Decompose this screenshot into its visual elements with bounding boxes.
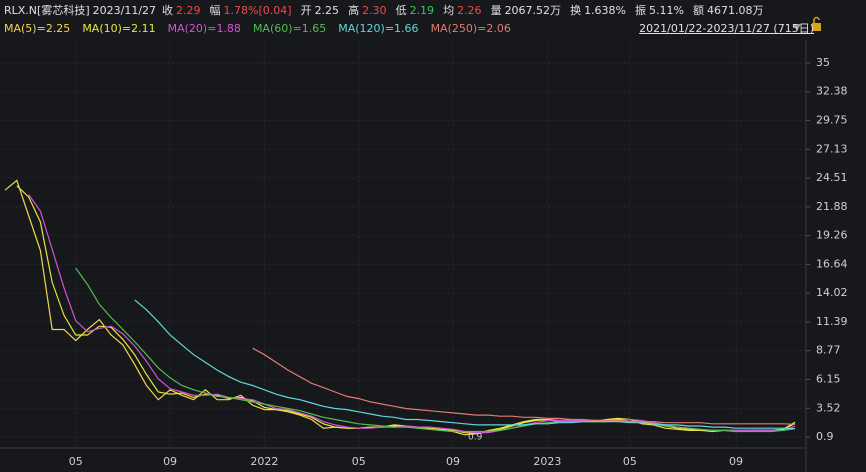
- y-tick-label: 14.02: [816, 286, 848, 299]
- ma-line: [134, 299, 796, 430]
- ma-line: [28, 194, 796, 434]
- quote-field: 振 5.11%: [635, 4, 687, 17]
- y-tick-label: 16.64: [816, 257, 848, 270]
- field-label: 低: [395, 4, 407, 17]
- quote-header: RLX.N[雾芯科技] 2023/11/27 收 2.29 幅 1.78%[0.04] 开 2…: [4, 2, 772, 20]
- field-value: 2.29: [176, 4, 201, 17]
- lock-icon[interactable]: [812, 16, 821, 32]
- quote-field: 低 2.19: [396, 4, 438, 17]
- lock-shackle: [813, 16, 820, 23]
- y-tick-label: 27.13: [816, 142, 848, 155]
- quote-field: 量 2067.52万: [491, 4, 565, 17]
- y-tick-label: 21.88: [816, 200, 848, 213]
- x-tick-label: 05: [623, 455, 637, 468]
- quote-field: 开 2.25: [301, 4, 343, 17]
- y-tick-label: 24.51: [816, 171, 848, 184]
- field-value: 2.26: [457, 4, 482, 17]
- field-label: 幅: [209, 4, 221, 17]
- y-tick-label: 35: [816, 56, 830, 69]
- field-value: 5.11%: [649, 4, 684, 17]
- quote-date: 2023/11/27: [92, 4, 157, 17]
- lock-body: [812, 23, 821, 31]
- x-tick-label: 2023: [533, 455, 561, 468]
- field-value: 1.638%: [584, 4, 627, 17]
- legend-entry: MA(5)=2.25: [4, 22, 71, 35]
- x-tick-label: 09: [163, 455, 177, 468]
- field-label: 量: [490, 4, 502, 17]
- legend-entry: MA(120)=1.66: [338, 22, 419, 35]
- field-label: 振: [635, 4, 647, 17]
- field-value: 2.19: [409, 4, 435, 17]
- field-label: 高: [348, 4, 360, 17]
- x-tick-label: 09: [446, 455, 460, 468]
- x-tick-label: 05: [69, 455, 83, 468]
- ma-line: [75, 267, 796, 433]
- field-value: 2.25: [314, 4, 340, 17]
- y-tick-label: 6.15: [816, 372, 841, 385]
- y-tick-label: 29.75: [816, 114, 848, 127]
- y-tick-label: 11.39: [816, 315, 848, 328]
- field-value: 1.78%[0.04]: [223, 4, 292, 17]
- y-tick-label: 8.77: [816, 344, 841, 357]
- low-label: 0.9: [468, 433, 483, 443]
- legend-entry: MA(10)=2.11: [82, 22, 156, 35]
- symbol: RLX.N[雾芯科技]: [4, 4, 90, 17]
- quote-field: 额 4671.08万: [693, 4, 767, 17]
- quote-field: 幅 1.78%[0.04]: [210, 4, 295, 17]
- x-tick-label: 09: [729, 455, 743, 468]
- ma-line: [16, 185, 796, 435]
- x-tick-label: 2022: [250, 455, 278, 468]
- y-tick-label: 19.26: [816, 229, 848, 242]
- legend-entry: MA(250)=2.06: [430, 22, 511, 35]
- ma-line: [252, 347, 796, 425]
- ma-line: [4, 179, 796, 436]
- x-tick-label: 05: [352, 455, 366, 468]
- quote-field: 收 2.29: [162, 4, 204, 17]
- date-range[interactable]: 2021/01/22-2023/11/27 (715日): [639, 22, 814, 35]
- field-value: 4671.08万: [706, 4, 764, 17]
- field-label: 开: [300, 4, 312, 17]
- y-tick-label: 3.52: [816, 401, 841, 414]
- field-label: 额: [692, 4, 704, 17]
- legend-entry: MA(20)=1.88: [167, 22, 241, 35]
- quote-field: 高 2.30: [348, 4, 390, 17]
- field-value: 2.30: [362, 4, 387, 17]
- y-tick-label: 32.38: [816, 85, 848, 98]
- y-tick-label: 0.9: [816, 430, 834, 443]
- legend-entry: MA(60)=1.65: [252, 22, 327, 35]
- field-value: 2067.52万: [504, 4, 562, 17]
- quote-field: 换 1.638%: [570, 4, 629, 17]
- dropdown-icon[interactable]: [793, 24, 801, 31]
- legend: MA(5)=2.25 MA(10)=2.11 MA(20)=1.88 MA(60)=1…: [4, 20, 523, 38]
- quote-field: 均 2.26: [443, 4, 485, 17]
- field-label: 均: [443, 4, 455, 17]
- field-label: 换: [570, 4, 582, 17]
- field-label: 收: [162, 4, 174, 17]
